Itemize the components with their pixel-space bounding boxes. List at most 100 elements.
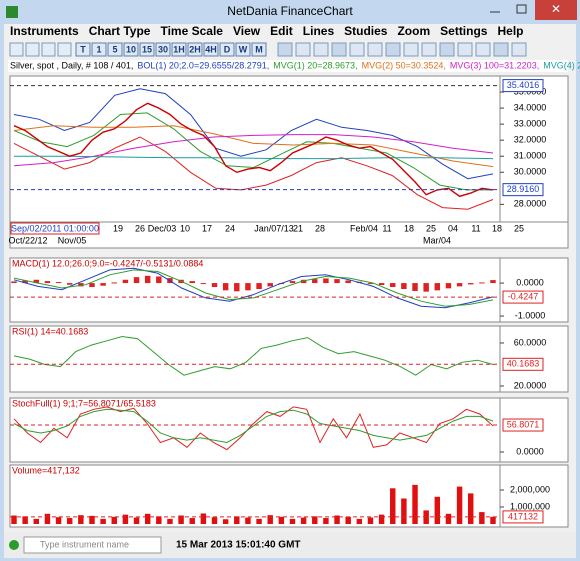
panel-title: Volume=417,132 xyxy=(12,465,80,475)
timeframe-button[interactable] xyxy=(171,42,187,57)
timeframe-button[interactable] xyxy=(251,42,267,57)
timeframe-label[interactable]: 15 xyxy=(142,44,152,54)
tool-icon[interactable] xyxy=(57,42,72,57)
bar xyxy=(479,512,485,525)
marker-label: 40.1683 xyxy=(507,359,540,369)
timeframe-button[interactable] xyxy=(155,42,171,57)
bar xyxy=(256,518,262,525)
tool-icon[interactable] xyxy=(313,42,329,57)
tool-icon[interactable] xyxy=(475,42,491,57)
menu-item[interactable]: Chart Type xyxy=(89,24,151,38)
timeframe-button[interactable] xyxy=(139,42,155,57)
search-box[interactable] xyxy=(23,536,162,554)
menu-item[interactable]: Studies xyxy=(344,24,388,38)
time-label: 11 xyxy=(382,223,391,233)
timeframe-button[interactable] xyxy=(187,42,203,57)
menu-item[interactable]: Help xyxy=(497,24,523,38)
tool-icon[interactable] xyxy=(439,42,455,57)
menu-item[interactable]: Settings xyxy=(440,24,488,38)
status-indicator xyxy=(9,540,19,550)
timeframe-label[interactable]: 2H xyxy=(189,44,201,54)
time-axis-bg xyxy=(9,221,569,249)
tool-icon[interactable] xyxy=(41,42,56,57)
tool-icon[interactable] xyxy=(331,42,347,57)
menu-item[interactable]: View xyxy=(233,24,261,38)
bar xyxy=(66,518,73,525)
close[interactable] xyxy=(535,0,577,20)
timeframe-button[interactable] xyxy=(75,42,91,57)
tool-icon[interactable] xyxy=(295,42,311,57)
tool-icon[interactable] xyxy=(349,42,365,57)
time-label: Mar/04 xyxy=(423,235,451,245)
tool-icon[interactable] xyxy=(493,42,509,57)
menu-item[interactable]: Lines xyxy=(303,24,335,38)
menu-bar: Instruments Chart Type Time Scale View Edit L… xyxy=(10,24,524,38)
tool-icon[interactable] xyxy=(25,42,40,57)
tool-icon[interactable] xyxy=(421,42,437,57)
timeframe-label[interactable]: 30 xyxy=(158,44,168,54)
bar xyxy=(44,513,51,525)
bar xyxy=(122,279,129,284)
time-label: Dec/03 xyxy=(148,223,177,233)
panel xyxy=(9,397,501,463)
time-label: Jan/07/13 xyxy=(254,223,294,233)
timeframe-button[interactable] xyxy=(219,42,235,57)
y-tick-label: 1,000,000 xyxy=(510,501,550,511)
menu-item[interactable]: Edit xyxy=(270,24,293,38)
bar xyxy=(178,515,184,525)
tool-icon[interactable] xyxy=(9,42,24,57)
tool-icon[interactable] xyxy=(385,42,401,57)
timeframe-label[interactable]: 5 xyxy=(112,44,117,54)
timeframe-button[interactable] xyxy=(107,42,123,57)
timeframe-button[interactable] xyxy=(203,42,219,57)
time-label: 28 xyxy=(315,223,325,233)
bar xyxy=(289,518,296,525)
bar xyxy=(100,518,106,525)
menu-item[interactable]: Zoom xyxy=(397,24,430,38)
axis-area xyxy=(499,257,569,323)
bar xyxy=(401,283,407,290)
tool-icon[interactable] xyxy=(367,42,383,57)
tool-icon[interactable] xyxy=(511,42,527,57)
charts: 35.000034.000033.000032.000031.000030.00… xyxy=(9,75,569,528)
tool-icon[interactable] xyxy=(403,42,419,57)
bar xyxy=(434,496,441,525)
bar xyxy=(211,517,218,525)
time-label: Nov/05 xyxy=(58,235,87,245)
tool-icon[interactable] xyxy=(457,42,473,57)
bar xyxy=(245,283,251,291)
menu-item[interactable]: Instruments xyxy=(10,24,79,38)
timeframe-label[interactable]: 1H xyxy=(173,44,185,54)
y-tick-label: 20.0000 xyxy=(514,380,547,390)
timeframe-label[interactable]: 4H xyxy=(205,44,217,54)
timeframe-button[interactable] xyxy=(91,42,107,57)
y-tick-label: 0.0000 xyxy=(516,446,544,456)
timeframe-label[interactable]: M xyxy=(255,44,263,54)
tool-icon[interactable] xyxy=(277,42,293,57)
bar xyxy=(245,517,251,525)
bar xyxy=(44,281,51,284)
bar xyxy=(445,513,452,525)
bar xyxy=(490,516,496,525)
maximize[interactable] xyxy=(509,0,535,20)
timeframe-label[interactable]: 10 xyxy=(126,44,136,54)
study-info: MVG(3) 100=31.2203, xyxy=(450,60,539,70)
series-line xyxy=(13,335,494,376)
bar xyxy=(490,280,496,284)
timeframe-label[interactable]: T xyxy=(80,44,86,54)
time-label: 24 xyxy=(225,223,235,233)
bar xyxy=(122,514,129,525)
timeframe-button[interactable] xyxy=(123,42,139,57)
menu-item[interactable]: Time Scale xyxy=(160,24,223,38)
marker-label: 417132 xyxy=(508,511,538,521)
timeframe-label[interactable]: D xyxy=(224,44,231,54)
marker-label: -0.4247 xyxy=(508,291,539,301)
y-tick-label: 0.0000 xyxy=(516,277,544,287)
timeframe-button[interactable] xyxy=(235,42,251,57)
cursor-time: Sep/02/2011 01:00:00 xyxy=(11,223,99,233)
timeframe-label[interactable]: 1 xyxy=(96,44,101,54)
minimize[interactable] xyxy=(482,0,509,20)
series-line xyxy=(13,408,494,444)
timeframe-label[interactable]: W xyxy=(239,44,248,54)
